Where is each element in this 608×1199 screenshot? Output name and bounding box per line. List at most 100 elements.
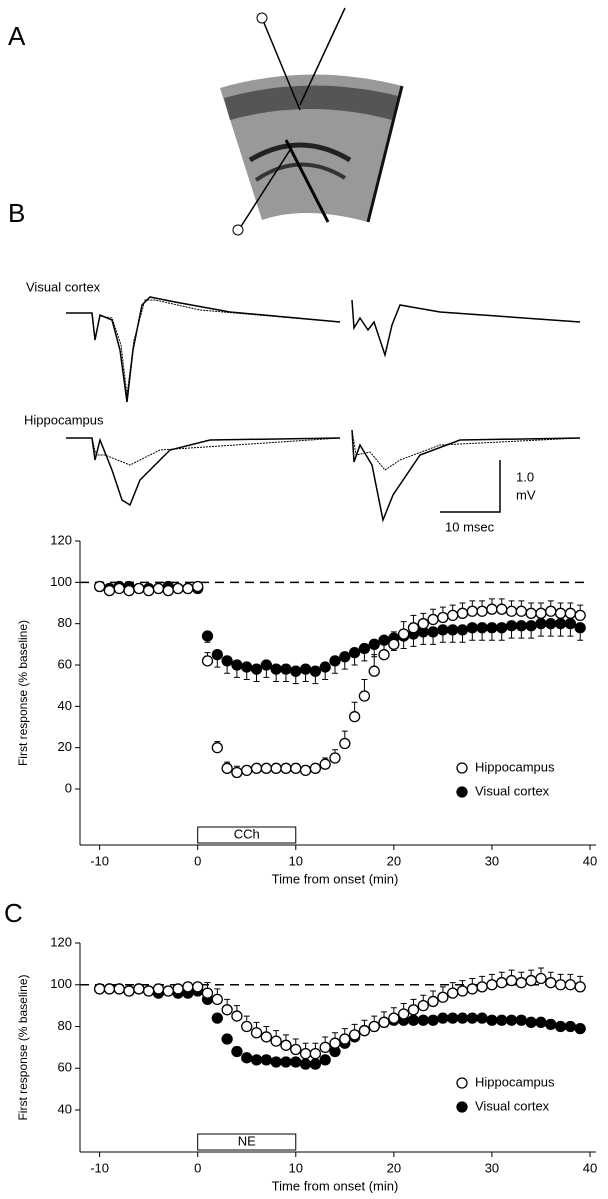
data-point <box>545 618 557 630</box>
data-point <box>329 1037 341 1049</box>
data-point <box>270 762 282 774</box>
data-point <box>535 618 547 630</box>
y-tick-label: 120 <box>50 934 72 949</box>
data-point <box>466 1012 478 1024</box>
data-point <box>476 605 488 617</box>
data-point <box>368 638 380 650</box>
data-point <box>447 624 459 636</box>
data-point <box>280 1056 292 1068</box>
data-point <box>535 1016 547 1028</box>
data-point <box>437 991 449 1003</box>
data-point <box>427 613 439 626</box>
data-point <box>211 1012 223 1024</box>
data-point <box>427 626 439 638</box>
legend-label: Visual cortex <box>475 1098 550 1113</box>
data-point <box>172 582 184 595</box>
x-axis-label: Time from onset (min) <box>272 871 399 886</box>
data-point <box>250 1054 263 1066</box>
data-point <box>358 690 371 702</box>
x-tick-label: 0 <box>194 853 201 868</box>
data-point <box>280 1039 292 1051</box>
data-point <box>447 609 459 622</box>
data-point <box>545 605 557 617</box>
data-point <box>515 1014 527 1026</box>
data-point <box>231 1045 243 1058</box>
data-point <box>437 624 449 636</box>
data-point <box>270 663 282 675</box>
y-tick-label: 100 <box>50 976 72 991</box>
data-point <box>545 977 557 989</box>
data-point <box>299 663 312 675</box>
data-point <box>329 655 341 667</box>
data-point <box>260 659 272 671</box>
data-point <box>339 737 351 750</box>
data-point <box>309 1047 322 1060</box>
data-point <box>231 1010 243 1022</box>
x-tick-label: 20 <box>387 1160 401 1175</box>
data-point <box>466 983 478 995</box>
data-point <box>554 1020 567 1033</box>
panel-label: C <box>4 898 23 928</box>
data-point <box>574 622 586 634</box>
data-point <box>221 1004 233 1016</box>
data-point <box>152 983 165 995</box>
data-point <box>250 762 263 774</box>
data-point <box>564 979 577 991</box>
data-point <box>456 1012 469 1024</box>
legend-marker <box>456 762 468 774</box>
x-tick-label: -10 <box>90 1160 109 1175</box>
legend-marker <box>456 1101 468 1113</box>
data-point <box>201 987 214 999</box>
data-point <box>348 1029 361 1041</box>
data-point <box>358 642 371 655</box>
data-point <box>358 1025 371 1037</box>
data-point <box>505 974 518 987</box>
data-point <box>486 603 498 615</box>
data-point <box>290 665 302 677</box>
data-point <box>250 1027 263 1039</box>
data-point <box>476 622 488 634</box>
scale-label: 10 msec <box>445 519 495 534</box>
data-point <box>348 646 361 659</box>
data-point <box>103 983 116 995</box>
data-point <box>192 580 204 593</box>
y-axis-label: First response (% baseline) <box>16 620 30 766</box>
data-point <box>162 985 174 997</box>
data-point <box>241 764 253 777</box>
data-point <box>535 607 547 619</box>
treatment-bar <box>197 826 297 844</box>
data-point <box>564 607 577 619</box>
y-tick-label: 60 <box>58 1060 72 1075</box>
data-point <box>427 995 439 1008</box>
data-point <box>574 609 586 622</box>
data-point <box>133 983 145 995</box>
data-point <box>290 762 302 774</box>
data-point <box>496 1014 508 1026</box>
trace-label: Visual cortex <box>26 279 101 294</box>
data-point <box>388 638 400 650</box>
x-tick-label: 40 <box>583 853 597 868</box>
data-point <box>339 651 351 663</box>
data-point <box>250 663 263 675</box>
data-point <box>496 977 508 989</box>
data-point <box>260 1054 272 1066</box>
data-point <box>368 1020 380 1033</box>
data-point <box>152 582 165 595</box>
data-point <box>456 624 469 636</box>
data-point <box>407 1004 420 1016</box>
data-point <box>466 605 478 617</box>
data-point <box>574 1022 586 1035</box>
data-point <box>123 985 135 997</box>
data-point <box>241 1052 253 1064</box>
data-point <box>496 603 508 615</box>
data-point <box>574 981 586 993</box>
data-point <box>339 1033 351 1045</box>
data-point <box>398 1008 410 1020</box>
x-tick-label: -10 <box>90 853 109 868</box>
y-tick-label: 20 <box>58 739 72 754</box>
data-point <box>319 758 331 770</box>
data-point <box>211 993 223 1006</box>
data-point <box>535 972 547 985</box>
y-tick-label: 40 <box>58 698 72 713</box>
data-point <box>515 605 527 617</box>
